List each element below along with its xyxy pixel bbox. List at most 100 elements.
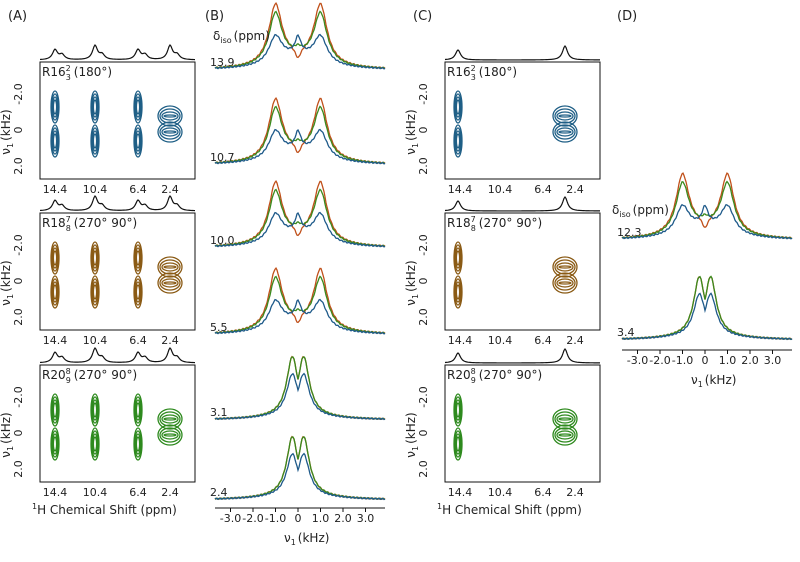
text-part: ν — [284, 531, 291, 545]
contour — [552, 105, 578, 127]
text-part: ν — [691, 373, 698, 387]
text-part: δ — [612, 203, 619, 217]
contour — [556, 414, 574, 424]
contour — [134, 130, 142, 152]
contour — [454, 247, 462, 269]
contour — [133, 275, 143, 309]
contour — [159, 427, 181, 443]
contour — [454, 278, 462, 306]
y-tick-label: -2.0 — [12, 234, 25, 255]
text-part: (kHz) — [404, 412, 418, 444]
spectrum — [214, 10, 386, 70]
text-part: (270° 90°) — [74, 216, 137, 230]
text-part: ν — [0, 299, 13, 306]
y-tick-label: -2.0 — [12, 83, 25, 104]
x-tick-label: 14.4 — [448, 334, 473, 347]
contour — [161, 127, 179, 137]
spectrum — [214, 452, 386, 501]
text-part: R16 — [447, 65, 471, 79]
text-part: (kHz) — [0, 109, 13, 141]
spectrum-label: 3.4 — [617, 326, 635, 339]
text-part: 1 — [698, 380, 703, 389]
contour — [52, 284, 58, 300]
contour — [454, 433, 462, 455]
contour — [92, 284, 98, 300]
spectrum — [214, 128, 386, 165]
y-tick-label: 0 — [417, 127, 430, 134]
spectrum — [214, 356, 386, 421]
contour — [556, 127, 574, 137]
y-tick-label: 2.0 — [12, 308, 25, 326]
x-tick-label: 3.0 — [764, 354, 782, 367]
contour — [134, 244, 142, 272]
y-axis-label: ν1 (kHz) — [404, 109, 420, 154]
contour — [454, 93, 462, 121]
contour — [454, 127, 462, 155]
text-part: 2 — [66, 64, 71, 73]
panel-label: (C) — [413, 9, 432, 24]
text-part: 1 — [411, 143, 420, 148]
x-tick-label: -3.0 — [627, 354, 648, 367]
x-tick-label: 10.4 — [488, 486, 513, 499]
contour — [135, 99, 141, 115]
y-tick-label: 2.0 — [12, 157, 25, 175]
contour — [453, 241, 463, 275]
contour — [51, 396, 59, 424]
x-tick-label: -2.0 — [649, 354, 670, 367]
contour — [52, 133, 58, 149]
x-tick-label: 14.4 — [448, 486, 473, 499]
spectrum — [214, 188, 386, 248]
x-tick-label: 10.4 — [83, 334, 108, 347]
text-part: (ppm) — [633, 203, 669, 217]
spectrum — [621, 180, 793, 240]
text-part: (180°) — [74, 65, 112, 79]
contour — [51, 244, 59, 272]
x-tick-label: 2.4 — [161, 183, 179, 196]
text-part: R16 — [42, 65, 66, 79]
contour — [554, 259, 576, 275]
x-tick-label: 2.0 — [334, 512, 352, 525]
contour — [91, 127, 99, 155]
y-tick-label: -2.0 — [417, 386, 430, 407]
x-tick-label: 6.4 — [129, 334, 147, 347]
text-part: ν — [404, 299, 418, 306]
contour — [558, 130, 572, 134]
spectrum — [214, 180, 386, 247]
x-tick-label: 2.4 — [566, 183, 584, 196]
contour — [157, 256, 183, 278]
contour — [157, 121, 183, 143]
x-axis-label: 1H Chemical Shift (ppm) — [32, 502, 177, 517]
contour — [157, 408, 183, 430]
x-tick-label: 2.0 — [741, 354, 759, 367]
contour — [133, 90, 143, 124]
plot-frame — [39, 364, 196, 483]
contour — [558, 114, 572, 118]
spectrum — [214, 97, 386, 164]
contour — [454, 396, 462, 424]
contour — [91, 281, 99, 303]
contour — [133, 241, 143, 275]
x-tick-label: 10.4 — [83, 183, 108, 196]
panel-label: (A) — [8, 9, 27, 24]
header-label: δiso (ppm) — [213, 29, 270, 45]
y-tick-label: 0 — [12, 278, 25, 285]
header-label: δiso (ppm) — [612, 203, 669, 219]
contour — [157, 424, 183, 446]
x-tick-label: 2.4 — [161, 486, 179, 499]
contour — [133, 124, 143, 158]
y-tick-label: 2.0 — [12, 460, 25, 478]
contour — [134, 93, 142, 121]
contour — [90, 90, 100, 124]
text-part: R18 — [42, 216, 66, 230]
contour — [558, 433, 572, 437]
text-part: 8 — [66, 224, 71, 233]
x-tick-label: 14.4 — [43, 486, 68, 499]
text-part: iso — [220, 36, 231, 45]
spectrum — [214, 33, 386, 70]
contour — [161, 430, 179, 440]
contour — [134, 430, 142, 458]
text-part: 1 — [6, 143, 15, 148]
sequence-label: R208 9 (270° 90°) — [447, 367, 542, 385]
text-part: ν — [404, 148, 418, 155]
contour — [51, 93, 59, 121]
